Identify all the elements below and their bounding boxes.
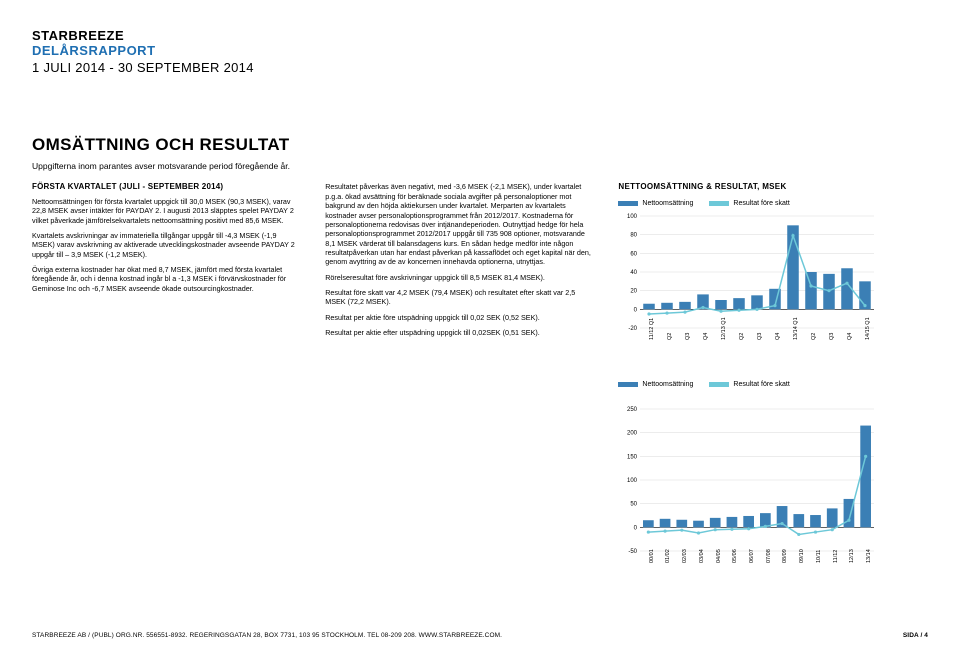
col2-p4: Resultat per aktie före utspädning uppgi… [325, 313, 594, 322]
col1-p3: Övriga externa kostnader har ökat med 8,… [32, 265, 301, 293]
col2-p1: Resultatet påverkas även negativt, med -… [325, 182, 594, 266]
svg-text:0: 0 [634, 525, 638, 531]
swatch-netto [618, 201, 638, 206]
swatch-netto [618, 382, 638, 387]
legend-label: Resultat före skatt [733, 380, 789, 389]
col2-p5: Resultat per aktie efter utspädning uppg… [325, 328, 594, 337]
svg-text:200: 200 [627, 431, 638, 437]
chart1-legend: Nettoomsättning Resultat före skatt [618, 199, 928, 208]
footer-left: STARBREEZE AB / (PUBL) ORG.NR. 556551-89… [32, 632, 502, 639]
column-1: FÖRSTA KVARTALET (JULI - SEPTEMBER 2014)… [32, 182, 301, 585]
legend-item: Nettoomsättning [618, 380, 693, 389]
svg-text:20: 20 [631, 289, 638, 295]
svg-text:60: 60 [631, 251, 638, 257]
section-title: OMSÄTTNING OCH RESULTAT [32, 135, 928, 155]
legend-label: Nettoomsättning [642, 380, 693, 389]
svg-text:100: 100 [627, 478, 638, 484]
svg-text:250: 250 [627, 407, 638, 413]
svg-text:40: 40 [631, 270, 638, 276]
svg-text:-50: -50 [629, 549, 638, 555]
chart2-svg: -50 0 50 100 150 200 250 [618, 405, 878, 555]
swatch-resultat [709, 201, 729, 206]
report-title: DELÅRSRAPPORT [32, 43, 928, 58]
legend-item: Resultat före skatt [709, 199, 789, 208]
legend-label: Resultat före skatt [733, 199, 789, 208]
col1-p1: Nettoomsättningen för första kvartalet u… [32, 197, 301, 225]
col1-heading: FÖRSTA KVARTALET (JULI - SEPTEMBER 2014) [32, 182, 301, 192]
swatch-resultat [709, 382, 729, 387]
company-name: STARBREEZE [32, 28, 928, 43]
legend-item: Nettoomsättning [618, 199, 693, 208]
column-2: Resultatet påverkas även negativt, med -… [325, 182, 594, 585]
legend-label: Nettoomsättning [642, 199, 693, 208]
footer-right: SIDA / 4 [903, 632, 928, 639]
intro-text: Uppgifterna inom parantes avser motsvara… [32, 161, 928, 172]
legend-item: Resultat före skatt [709, 380, 789, 389]
col1-p2: Kvartalets avskrivningar av immateriella… [32, 231, 301, 259]
chart1-svg: -20 0 20 40 60 80 100 [618, 212, 878, 332]
svg-text:100: 100 [627, 214, 638, 220]
chart2-legend: Nettoomsättning Resultat före skatt [618, 380, 928, 389]
svg-text:0: 0 [634, 307, 638, 313]
content-columns: FÖRSTA KVARTALET (JULI - SEPTEMBER 2014)… [32, 182, 928, 585]
chart1-title: NETTOOMSÄTTNING & RESULTAT, MSEK [618, 182, 928, 192]
col2-p3: Resultat före skatt var 4,2 MSEK (79,4 M… [325, 288, 594, 307]
col2-p2: Rörelseresultat före avskrivningar uppgi… [325, 273, 594, 282]
chart1: -20 0 20 40 60 80 100 [618, 212, 878, 332]
svg-text:50: 50 [631, 502, 638, 508]
chart2-xlabels: 00/0101/0202/0303/0404/0505/0606/0707/08… [618, 557, 878, 585]
chart2: -50 0 50 100 150 200 250 [618, 405, 878, 555]
svg-text:80: 80 [631, 233, 638, 239]
svg-text:-20: -20 [629, 326, 638, 332]
chart1-xlabels: 11/12 Q1Q2Q3Q412/13 Q1Q2Q3Q413/14 Q1Q2Q3… [618, 334, 878, 362]
report-period: 1 JULI 2014 - 30 SEPTEMBER 2014 [32, 60, 928, 75]
svg-text:150: 150 [627, 454, 638, 460]
column-charts: NETTOOMSÄTTNING & RESULTAT, MSEK Nettoom… [618, 182, 928, 585]
page-footer: STARBREEZE AB / (PUBL) ORG.NR. 556551-89… [32, 632, 928, 639]
doc-header: STARBREEZE DELÅRSRAPPORT 1 JULI 2014 - 3… [32, 28, 928, 75]
